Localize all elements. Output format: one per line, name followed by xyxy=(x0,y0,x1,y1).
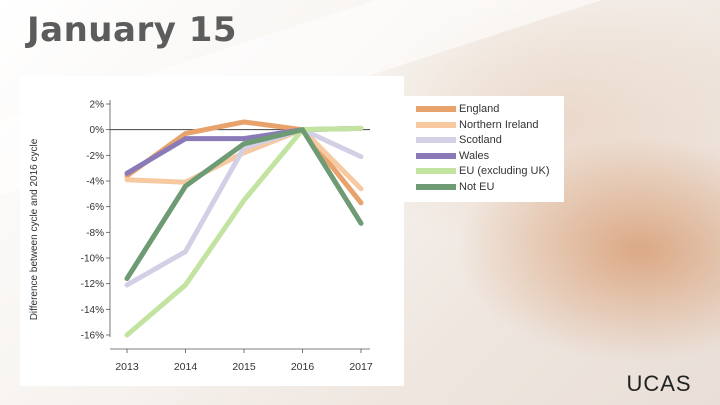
legend-label: EU (excluding UK) xyxy=(459,165,550,177)
legend-item: England xyxy=(416,102,499,116)
legend-swatch xyxy=(416,183,456,190)
series-line xyxy=(124,127,364,282)
y-tick-label: -12% xyxy=(81,279,104,290)
legend-item: Wales xyxy=(416,149,489,163)
y-tick-label: 0% xyxy=(90,125,105,136)
series-line xyxy=(124,127,364,192)
y-tick-label: -16% xyxy=(81,331,104,342)
y-tick-label: -4% xyxy=(86,177,104,188)
legend-label: Scotland xyxy=(459,134,502,146)
series-line xyxy=(124,127,364,288)
y-tick-label: -6% xyxy=(86,202,104,213)
legend-swatch xyxy=(416,168,456,174)
legend-item: Not EU xyxy=(416,180,494,194)
x-tick-label: 2017 xyxy=(349,361,373,373)
legend-swatch xyxy=(416,152,456,159)
x-tick-label: 2015 xyxy=(232,361,256,373)
series-line xyxy=(124,119,364,206)
legend-label: England xyxy=(459,103,500,115)
legend-swatch xyxy=(416,137,456,143)
x-tick-label: 2016 xyxy=(291,361,315,373)
chart-legend: England Northern Ireland Scotland Wales EU (… xyxy=(404,96,564,202)
line-chart: 2% 0% -2% -4% -6% -8% -10% -12% -14% -16% 2013 2014… xyxy=(29,100,373,374)
y-tick-label: -8% xyxy=(86,228,104,239)
y-tick-label: -2% xyxy=(86,151,104,162)
x-tick-label: 2013 xyxy=(115,361,139,373)
chart-panel: 2% 0% -2% -4% -6% -8% -10% -12% -14% -16% 2013 2014… xyxy=(20,76,404,386)
legend-label: Wales xyxy=(459,149,490,162)
legend-label: Not EU xyxy=(459,180,495,193)
legend-item: Scotland xyxy=(416,133,502,147)
y-tick-label: 2% xyxy=(90,100,105,111)
legend-swatch xyxy=(416,121,456,128)
logo-text: UCAS xyxy=(626,370,692,396)
legend-item: EU (excluding UK) xyxy=(416,164,549,178)
slide-title: January 15 xyxy=(27,10,238,50)
legend-item: Northern Ireland xyxy=(416,118,539,132)
y-axis-title: Difference between cycle and 2016 cycle xyxy=(29,138,40,320)
y-tick-label: -10% xyxy=(81,254,104,265)
ucas-logo: UCAS xyxy=(598,362,720,405)
series-line xyxy=(124,125,364,338)
legend-swatch xyxy=(416,106,456,112)
x-tick-label: 2014 xyxy=(174,361,198,373)
y-tick-label: -14% xyxy=(81,305,104,316)
legend-label: Northern Ireland xyxy=(459,118,539,131)
